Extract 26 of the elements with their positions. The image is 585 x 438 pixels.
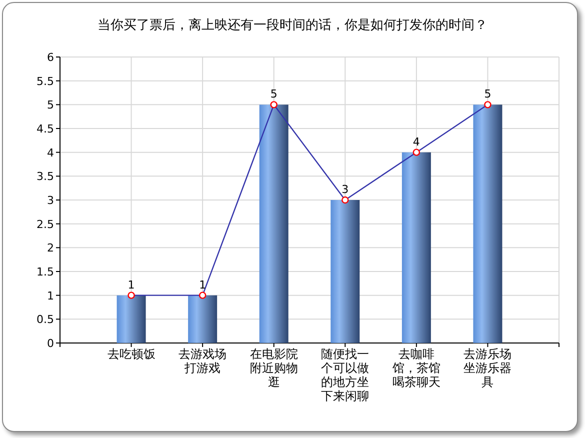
y-tick-label: 4 — [47, 146, 54, 160]
y-tick-label: 2 — [47, 242, 54, 255]
data-label: 1 — [128, 278, 135, 292]
y-tick-label: 3.5 — [36, 170, 54, 184]
y-tick-label: 0.5 — [36, 313, 54, 326]
y-tick-label: 1.5 — [36, 266, 54, 278]
chart-title: 当你买了票后，离上映还有一段时间的话，你是如何打发你的时间？ — [96, 17, 488, 34]
y-tick-label: 3 — [47, 194, 54, 207]
y-tick-label: 4.5 — [36, 122, 54, 136]
data-label: 1 — [199, 278, 206, 292]
data-label: 3 — [342, 183, 349, 196]
x-tick-label: 去咖啡馆，茶馆喝茶聊天 — [391, 347, 442, 389]
x-tick-label: 去游戏场打游戏 — [178, 347, 228, 375]
y-tick-label: 2.5 — [36, 218, 54, 231]
x-tick-label: 在电影院附近购物逛 — [248, 347, 299, 389]
y-tick-label: 6 — [47, 51, 54, 64]
x-tick-label: 随便找一个可以做的地方坐下来闲聊 — [320, 347, 370, 403]
y-tick-label: 1 — [47, 289, 54, 302]
y-tick-label: 5 — [47, 98, 54, 112]
x-tick-label: 去吃顿饭 — [106, 347, 156, 361]
x-tick-label: 去游乐场坐游乐器具 — [462, 347, 513, 389]
data-label: 5 — [270, 88, 278, 101]
y-tick-label: 0 — [47, 337, 54, 350]
data-label: 5 — [484, 88, 492, 101]
y-tick-label: 5.5 — [36, 74, 54, 88]
data-label: 4 — [412, 135, 420, 148]
